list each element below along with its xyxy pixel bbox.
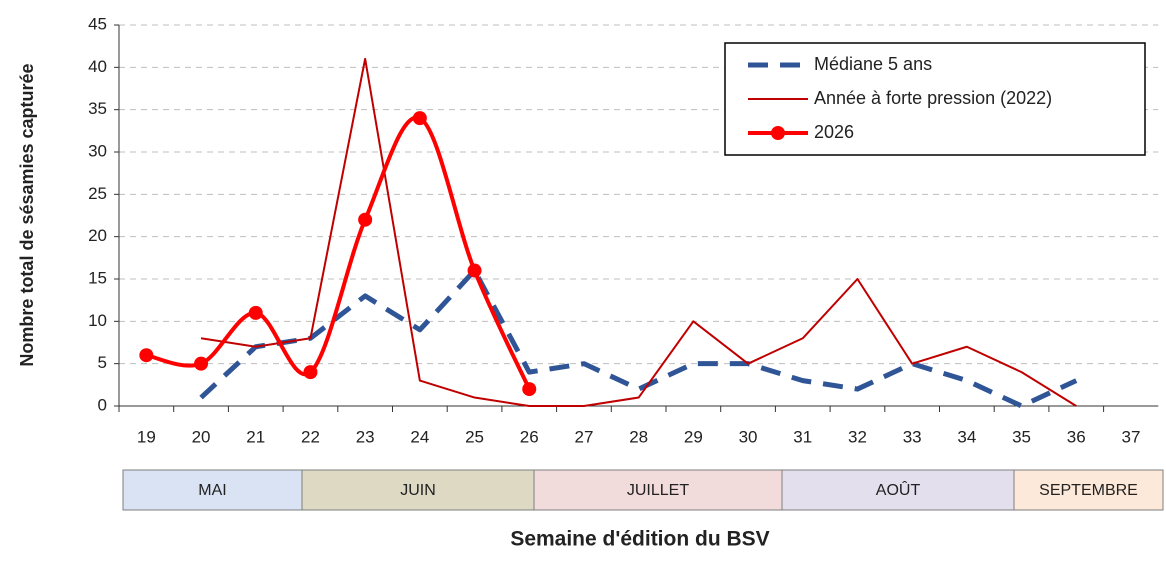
y-tick-label: 20 xyxy=(88,226,107,245)
legend-label: Médiane 5 ans xyxy=(814,54,932,74)
y-tick-label: 45 xyxy=(88,14,107,33)
month-label: SEPTEMBRE xyxy=(1039,482,1138,499)
x-tick-label: 20 xyxy=(192,427,211,446)
month-box xyxy=(1013,469,1164,511)
y-tick-label: 40 xyxy=(88,57,107,76)
marker xyxy=(194,356,209,371)
month-label: JUIN xyxy=(400,482,436,499)
x-tick-label: 19 xyxy=(137,427,156,446)
y-tick-label: 15 xyxy=(88,268,107,287)
x-tick-label: 24 xyxy=(410,427,429,446)
x-tick-label: 37 xyxy=(1121,427,1140,446)
x-tick-label: 30 xyxy=(739,427,758,446)
y-tick-label: 35 xyxy=(88,99,107,118)
month-box xyxy=(533,469,783,511)
y-tick-label: 10 xyxy=(88,311,107,330)
legend-label: 2026 xyxy=(814,122,854,142)
series-line xyxy=(145,115,532,390)
x-tick-label: 29 xyxy=(684,427,703,446)
series-line xyxy=(200,57,1077,407)
marker xyxy=(412,111,427,126)
x-tick-label: 27 xyxy=(574,427,593,446)
month-label: JUILLET xyxy=(627,482,689,499)
legend-label: Année à forte pression (2022) xyxy=(814,88,1052,108)
legend-marker xyxy=(771,126,785,140)
series-line xyxy=(199,268,1078,409)
x-tick-label: 25 xyxy=(465,427,484,446)
marker xyxy=(139,348,154,363)
y-tick-label: 5 xyxy=(98,353,107,372)
x-tick-label: 22 xyxy=(301,427,320,446)
marker xyxy=(358,212,373,227)
y-tick-label: 25 xyxy=(88,184,107,203)
month-box xyxy=(122,469,303,511)
y-tick-label: 0 xyxy=(98,395,107,414)
month-label: AOÛT xyxy=(876,480,921,499)
month-box xyxy=(301,469,535,511)
x-tick-label: 32 xyxy=(848,427,867,446)
x-tick-label: 35 xyxy=(1012,427,1031,446)
marker xyxy=(467,263,482,278)
x-tick-label: 34 xyxy=(957,427,976,446)
x-tick-label: 28 xyxy=(629,427,648,446)
y-axis-label: Nombre total de sésamies capturée xyxy=(17,63,37,366)
x-tick-label: 31 xyxy=(793,427,812,446)
marker xyxy=(522,382,537,397)
x-tick-label: 23 xyxy=(356,427,375,446)
x-tick-label: 33 xyxy=(903,427,922,446)
x-axis-label: Semaine d'édition du BSV xyxy=(510,528,769,551)
x-tick-label: 36 xyxy=(1067,427,1086,446)
x-tick-label: 21 xyxy=(246,427,265,446)
x-tick-label: 26 xyxy=(520,427,539,446)
marker xyxy=(303,365,318,380)
month-label: MAI xyxy=(198,482,226,499)
y-tick-label: 30 xyxy=(88,141,107,160)
marker xyxy=(248,305,263,320)
